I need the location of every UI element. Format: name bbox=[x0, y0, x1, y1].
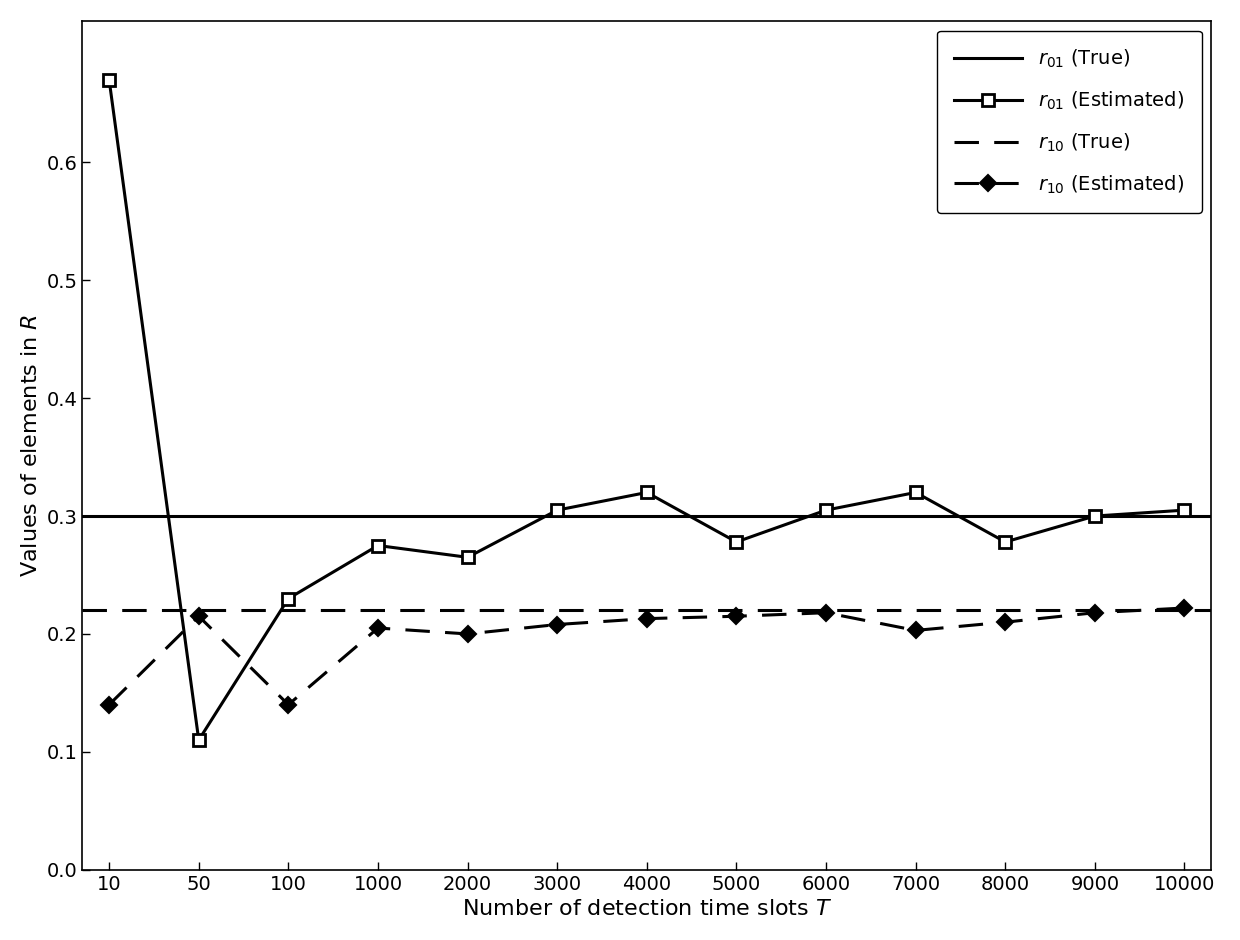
$r_{10}$ (Estimated) bbox=[371, 622, 386, 634]
$r_{10}$ (Estimated) bbox=[1087, 607, 1102, 619]
$r_{10}$ (Estimated) bbox=[908, 625, 923, 636]
$r_{01}$ (Estimated) bbox=[1177, 505, 1192, 516]
$r_{01}$ (True) bbox=[102, 510, 117, 522]
$r_{10}$ (Estimated) bbox=[998, 617, 1013, 628]
$r_{10}$ (Estimated) bbox=[191, 611, 206, 622]
$r_{01}$ (Estimated) bbox=[371, 540, 386, 551]
$r_{10}$ (Estimated) bbox=[1177, 603, 1192, 614]
Line: $r_{10}$ (Estimated): $r_{10}$ (Estimated) bbox=[104, 603, 1190, 711]
$r_{01}$ (Estimated) bbox=[102, 74, 117, 86]
$r_{01}$ (Estimated) bbox=[460, 552, 475, 563]
$r_{10}$ (Estimated) bbox=[818, 607, 833, 619]
$r_{01}$ (Estimated) bbox=[281, 593, 296, 604]
Y-axis label: Values of elements in $R$: Values of elements in $R$ bbox=[21, 314, 41, 577]
$r_{10}$ (Estimated) bbox=[549, 619, 564, 630]
$r_{10}$ (Estimated) bbox=[729, 611, 744, 622]
Legend: $r_{01}$ (True), $r_{01}$ (Estimated), $r_{10}$ (True), $r_{10}$ (Estimated): $r_{01}$ (True), $r_{01}$ (Estimated), $… bbox=[936, 31, 1202, 213]
Line: $r_{01}$ (Estimated): $r_{01}$ (Estimated) bbox=[103, 73, 1190, 746]
$r_{01}$ (Estimated) bbox=[908, 487, 923, 498]
$r_{01}$ (Estimated) bbox=[191, 734, 206, 745]
$r_{01}$ (Estimated) bbox=[1087, 510, 1102, 522]
X-axis label: Number of detection time slots $T$: Number of detection time slots $T$ bbox=[461, 900, 832, 919]
$r_{01}$ (Estimated) bbox=[729, 537, 744, 548]
$r_{10}$ (Estimated) bbox=[281, 699, 296, 711]
$r_{01}$ (Estimated) bbox=[549, 505, 564, 516]
$r_{01}$ (True) bbox=[191, 510, 206, 522]
$r_{10}$ (Estimated) bbox=[460, 628, 475, 639]
$r_{01}$ (Estimated) bbox=[818, 505, 833, 516]
$r_{10}$ (True) bbox=[102, 604, 117, 616]
$r_{10}$ (Estimated) bbox=[640, 613, 655, 624]
$r_{10}$ (True) bbox=[191, 604, 206, 616]
$r_{10}$ (Estimated) bbox=[102, 699, 117, 711]
$r_{01}$ (Estimated) bbox=[640, 487, 655, 498]
$r_{01}$ (Estimated) bbox=[998, 537, 1013, 548]
